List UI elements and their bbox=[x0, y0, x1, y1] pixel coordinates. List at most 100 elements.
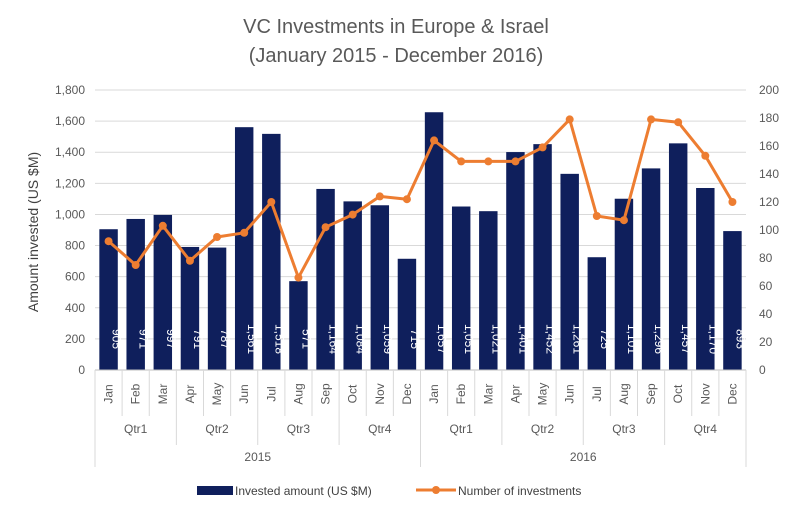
bar bbox=[180, 246, 200, 370]
x-tick-label: Jul bbox=[264, 386, 278, 401]
x-tick-label: Jan bbox=[102, 384, 116, 403]
x-tick-label: Aug bbox=[291, 383, 305, 404]
line-point bbox=[674, 118, 683, 127]
line-point bbox=[185, 256, 194, 265]
bar bbox=[614, 198, 634, 370]
bar-data-label: 1,059 bbox=[381, 324, 395, 354]
bar-data-label: 1,051 bbox=[462, 324, 476, 354]
y-tick-label: 1,400 bbox=[55, 145, 85, 159]
line-point bbox=[484, 157, 493, 166]
bar-data-label: 905 bbox=[110, 329, 124, 349]
bar-data-label: 791 bbox=[191, 329, 205, 349]
bar bbox=[262, 133, 281, 370]
legend-label-bar: Invested amount (US $M) bbox=[235, 484, 372, 498]
y2-tick-label: 0 bbox=[759, 363, 766, 377]
gridlines bbox=[95, 89, 746, 371]
bar bbox=[207, 247, 227, 370]
bar bbox=[696, 188, 715, 370]
line-point bbox=[728, 198, 737, 206]
x-tick-label: Nov bbox=[373, 383, 387, 404]
y2-tick-label: 40 bbox=[759, 307, 773, 321]
y-axis-title: Amount invested (US $M) bbox=[25, 152, 41, 312]
x-axis: Jan Feb Mar Apr May Jun Jul Aug Sep Oct Nov Dec Jan F… bbox=[94, 369, 747, 467]
bar bbox=[234, 127, 254, 370]
bar-data-label: 1,401 bbox=[516, 324, 530, 354]
y2-tick-label: 120 bbox=[759, 195, 779, 209]
bar bbox=[533, 144, 552, 370]
bar bbox=[370, 205, 390, 370]
quarter-label: Qtr1 bbox=[450, 422, 474, 436]
bar-data-label: 571 bbox=[299, 329, 313, 349]
line-point bbox=[375, 192, 384, 201]
line-point bbox=[430, 136, 439, 145]
line-point bbox=[538, 143, 547, 152]
bar bbox=[723, 231, 742, 370]
x-tick-label: May bbox=[210, 383, 224, 406]
bar-data-label: 1,296 bbox=[652, 324, 666, 354]
x-tick-label: May bbox=[536, 383, 550, 406]
bar-data-label: 1,261 bbox=[571, 324, 585, 354]
bar-data-label: 715 bbox=[408, 329, 422, 349]
x-tick-label: Jan bbox=[427, 384, 441, 403]
y2-tick-label: 160 bbox=[759, 139, 779, 153]
quarter-label: Qtr2 bbox=[531, 422, 555, 436]
line-point bbox=[267, 198, 276, 206]
x-tick-label: Aug bbox=[617, 383, 631, 404]
line-point bbox=[131, 261, 140, 269]
bar-data-label: 1,657 bbox=[435, 324, 449, 354]
x-tick-label: Jul bbox=[590, 386, 604, 401]
year-label: 2016 bbox=[570, 450, 597, 464]
line-point bbox=[402, 195, 411, 204]
x-tick-label: Apr bbox=[183, 385, 197, 404]
bar-data-label: 725 bbox=[598, 329, 612, 349]
bar-data-label: 893 bbox=[733, 329, 747, 349]
x-tick-label: Sep bbox=[319, 383, 333, 405]
y-tick-label: 600 bbox=[65, 270, 85, 284]
x-tick-label: Dec bbox=[400, 383, 414, 404]
y2-tick-label: 20 bbox=[759, 335, 773, 349]
x-tick-label: Oct bbox=[346, 384, 360, 403]
x-tick-label: Oct bbox=[671, 384, 685, 403]
y-tick-label: 1,000 bbox=[55, 207, 85, 221]
line-point bbox=[565, 115, 574, 124]
year-label: 2015 bbox=[244, 450, 271, 464]
x-tick-label: Mar bbox=[481, 384, 495, 405]
y-tick-label: 1,800 bbox=[55, 83, 85, 97]
bar bbox=[343, 201, 362, 370]
x-tick-label: Sep bbox=[644, 383, 658, 405]
legend: Invested amount (US $M) Number of investm… bbox=[197, 484, 581, 498]
bar-data-labels: 905 971 997 791 787 1,561 1,518 571 1,164 1,084 1,… bbox=[110, 324, 748, 354]
quarter-label: Qtr4 bbox=[368, 422, 392, 436]
quarter-label: Qtr3 bbox=[612, 422, 636, 436]
bar bbox=[668, 143, 688, 370]
bar-data-label: 1,452 bbox=[544, 324, 558, 354]
y-tick-label: 1,200 bbox=[55, 176, 85, 190]
line-point bbox=[511, 157, 520, 166]
y-tick-label: 200 bbox=[65, 332, 85, 346]
chart-title: VC Investments in Europe & Israel bbox=[243, 16, 549, 38]
line-point bbox=[619, 216, 628, 225]
x-tick-label: Feb bbox=[129, 383, 143, 404]
bar-data-label: 1,170 bbox=[706, 324, 720, 354]
y2-tick-label: 200 bbox=[759, 83, 779, 97]
line-point bbox=[240, 228, 249, 237]
legend-swatch-bar bbox=[197, 486, 233, 495]
x-tick-label: Mar bbox=[156, 384, 170, 405]
bar bbox=[397, 258, 417, 370]
bar bbox=[641, 168, 661, 370]
x-tick-label: Jun bbox=[563, 384, 577, 403]
bar bbox=[479, 211, 498, 370]
y2-tick-label: 140 bbox=[759, 167, 779, 181]
line-series bbox=[104, 115, 737, 282]
y-axis-left: 0 200 400 600 800 1,000 1,200 1,400 1,600 1,800 bbox=[55, 83, 85, 377]
y-tick-label: 1,600 bbox=[55, 114, 85, 128]
bar bbox=[587, 257, 607, 370]
bar-data-label: 1,518 bbox=[272, 324, 286, 354]
line-point bbox=[457, 157, 466, 166]
quarter-label: Qtr4 bbox=[694, 422, 718, 436]
bar bbox=[451, 206, 471, 370]
bar bbox=[560, 173, 579, 370]
bar-data-label: 787 bbox=[218, 329, 232, 349]
x-tick-label: Dec bbox=[725, 383, 739, 404]
y-tick-label: 400 bbox=[65, 301, 85, 315]
